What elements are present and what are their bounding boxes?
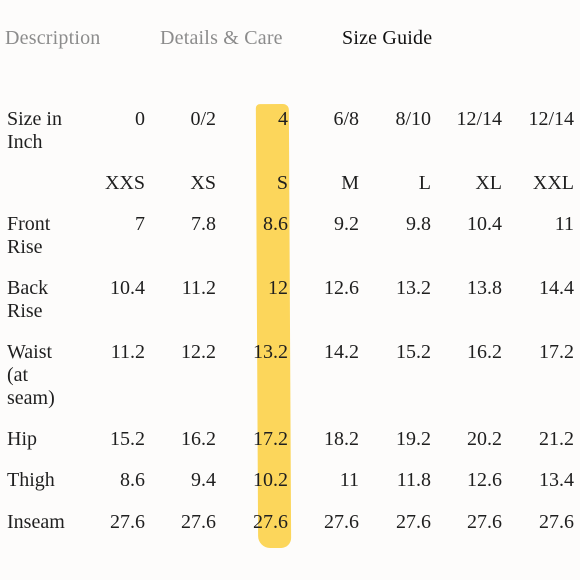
tab-details-and-care[interactable]: Details & Care bbox=[160, 27, 283, 49]
table-cell: 20.2 bbox=[467, 428, 502, 450]
table-cell: S bbox=[276, 172, 288, 194]
table-cell: 7.8 bbox=[191, 213, 216, 235]
table-cell: 10.4 bbox=[110, 277, 145, 299]
row-label: Front Rise bbox=[7, 213, 51, 258]
table-cell: 17.2 bbox=[539, 341, 574, 363]
table-cell: 15.2 bbox=[396, 341, 431, 363]
table-cell: 18.2 bbox=[324, 428, 359, 450]
table-cell: L bbox=[418, 172, 431, 194]
table-cell: 27.6 bbox=[539, 511, 574, 533]
table-cell: 7 bbox=[135, 213, 145, 235]
table-cell: 27.6 bbox=[181, 511, 216, 533]
row-label: Size in Inch bbox=[7, 108, 62, 153]
table-cell: 21.2 bbox=[539, 428, 574, 450]
table-cell: 13.2 bbox=[253, 341, 288, 363]
table-cell: 27.6 bbox=[467, 511, 502, 533]
table-cell: 12 bbox=[268, 277, 288, 299]
table-cell: 19.2 bbox=[396, 428, 431, 450]
row-label: Back Rise bbox=[7, 277, 49, 322]
table-cell: 4 bbox=[278, 108, 288, 130]
row-label: Inseam bbox=[7, 511, 65, 533]
table-cell: 9.2 bbox=[334, 213, 359, 235]
table-cell: 27.6 bbox=[324, 511, 359, 533]
table-cell: 0 bbox=[135, 108, 145, 130]
table-cell: 13.4 bbox=[539, 469, 574, 491]
table-cell: 14.2 bbox=[324, 341, 359, 363]
table-cell: 16.2 bbox=[467, 341, 502, 363]
table-cell: 10.4 bbox=[467, 213, 502, 235]
table-cell: 12.6 bbox=[324, 277, 359, 299]
row-label: Waist (at seam) bbox=[7, 341, 55, 409]
table-cell: XXL bbox=[532, 172, 574, 194]
table-cell: 8.6 bbox=[263, 213, 288, 235]
table-cell: 13.8 bbox=[467, 277, 502, 299]
table-cell: XS bbox=[190, 172, 216, 194]
row-label: Hip bbox=[7, 428, 37, 450]
table-cell: 11.2 bbox=[110, 341, 145, 363]
table-cell: 6/8 bbox=[333, 108, 359, 130]
table-cell: 12.2 bbox=[181, 341, 216, 363]
tab-description[interactable]: Description bbox=[5, 27, 101, 49]
row-label: Thigh bbox=[7, 469, 55, 491]
table-cell: 15.2 bbox=[110, 428, 145, 450]
table-cell: 9.4 bbox=[191, 469, 216, 491]
table-cell: 14.4 bbox=[539, 277, 574, 299]
table-cell: 9.8 bbox=[406, 213, 431, 235]
table-cell: M bbox=[341, 172, 359, 194]
table-cell: 11 bbox=[554, 213, 574, 235]
table-cell: 11.2 bbox=[181, 277, 216, 299]
table-cell: 16.2 bbox=[181, 428, 216, 450]
tab-bar: Description Details & Care Size Guide bbox=[0, 0, 580, 70]
table-cell: 12/14 bbox=[528, 108, 574, 130]
table-cell: XXS bbox=[104, 172, 145, 194]
table-cell: 8.6 bbox=[120, 469, 145, 491]
table-cell: 0/2 bbox=[190, 108, 216, 130]
table-cell: 11.8 bbox=[396, 469, 431, 491]
table-cell: 11 bbox=[339, 469, 359, 491]
table-cell: 10.2 bbox=[253, 469, 288, 491]
tab-size-guide[interactable]: Size Guide bbox=[342, 27, 433, 49]
table-cell: 12.6 bbox=[467, 469, 502, 491]
table-cell: 27.6 bbox=[396, 511, 431, 533]
table-cell: 8/10 bbox=[395, 108, 431, 130]
table-cell: 12/14 bbox=[456, 108, 502, 130]
table-cell: 27.6 bbox=[253, 511, 288, 533]
table-cell: 13.2 bbox=[396, 277, 431, 299]
table-cell: XL bbox=[475, 172, 502, 194]
table-cell: 27.6 bbox=[110, 511, 145, 533]
table-cell: 17.2 bbox=[253, 428, 288, 450]
